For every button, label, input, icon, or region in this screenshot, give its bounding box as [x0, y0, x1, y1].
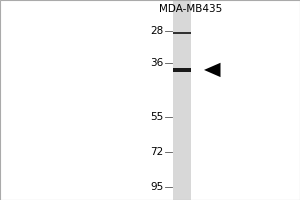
Text: 36: 36: [150, 58, 164, 68]
Bar: [172, 68, 190, 72]
Text: 95: 95: [150, 182, 164, 192]
Text: MDA-MB435: MDA-MB435: [159, 4, 222, 14]
Bar: [172, 0, 190, 200]
Text: 28: 28: [150, 26, 164, 36]
Bar: [172, 32, 190, 34]
Text: 72: 72: [150, 147, 164, 157]
Text: 55: 55: [150, 112, 164, 122]
Polygon shape: [204, 63, 220, 77]
